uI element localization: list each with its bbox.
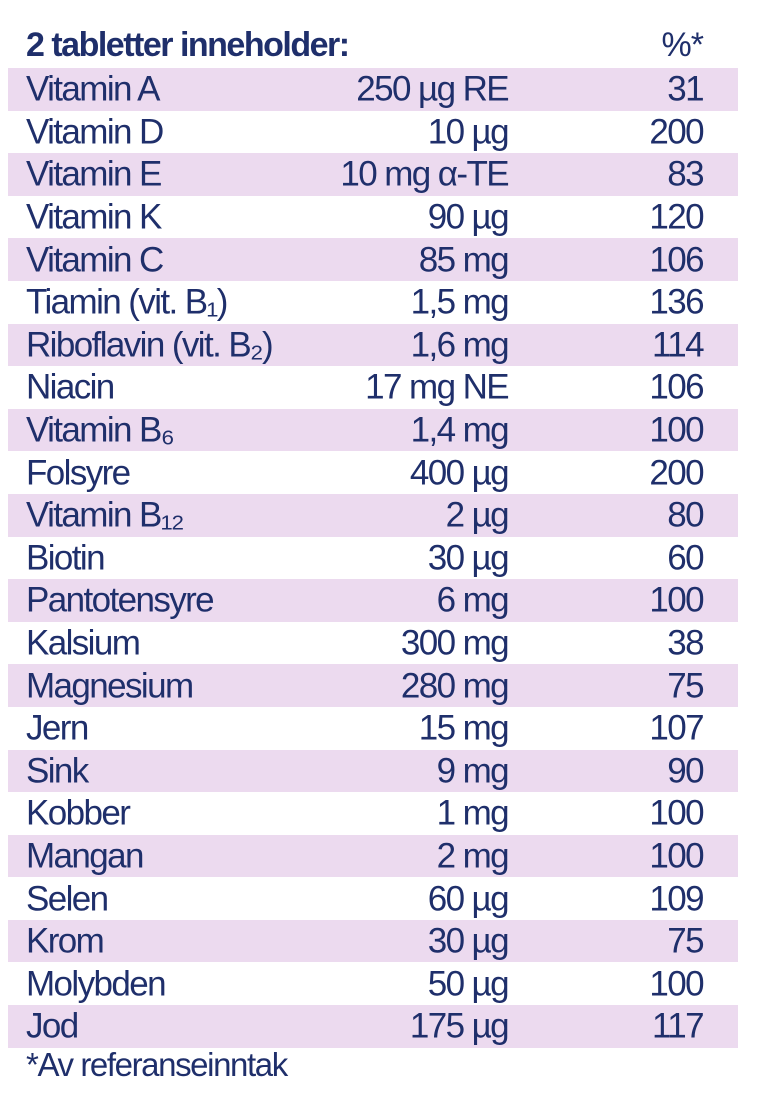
table-row: Vitamin E 10 mg α-TE 83 [8, 153, 738, 196]
nutrient-amount: 1,5 mg [410, 282, 510, 322]
nutrient-name: Magnesium [26, 666, 194, 706]
nutrient-percent: 200 [649, 453, 704, 493]
table-row: Vitamin B₆ 1,4 mg 100 [8, 408, 738, 452]
nutrient-percent: 60 [667, 538, 704, 578]
nutrient-name: Niacin [26, 367, 115, 407]
nutrient-name: Sink [26, 751, 89, 791]
nutrient-name: Mangan [26, 836, 144, 876]
table-row: Vitamin D 10 µg 200 [8, 111, 738, 154]
nutrient-amount: 2 mg [436, 836, 510, 876]
table-row: Selen 60 µg 109 [8, 877, 738, 920]
nutrient-percent: 100 [649, 836, 704, 876]
nutrient-name: Vitamin A [26, 69, 160, 109]
table-row: Tiamin (vit. B₁) 1,5 mg 136 [8, 281, 738, 324]
nutrient-amount: 85 mg [418, 240, 510, 280]
nutrient-amount: 280 mg [400, 666, 510, 706]
nutrient-percent: 100 [649, 410, 704, 450]
nutrient-percent: 106 [649, 240, 704, 280]
nutrient-rows: Vitamin A 250 µg RE 31 Vitamin D 10 µg 200 Vit… [8, 68, 738, 1048]
nutrient-name: Kalsium [26, 623, 141, 663]
nutrient-amount: 400 µg [409, 453, 510, 493]
nutrient-percent: 109 [649, 879, 704, 919]
nutrient-percent: 114 [652, 325, 705, 365]
table-row: Kobber 1 mg 100 [8, 792, 738, 835]
nutrient-name: Vitamin B₆ [26, 410, 175, 450]
nutrient-amount: 60 µg [427, 879, 510, 919]
nutrient-name: Vitamin C [26, 240, 164, 280]
nutrient-percent: 136 [649, 282, 704, 322]
table-title: 2 tabletter inneholder: [26, 26, 350, 64]
nutrient-name: Tiamin (vit. B₁) [26, 282, 228, 322]
nutrient-amount: 90 µg [427, 197, 510, 237]
nutrient-percent: 90 [667, 751, 704, 791]
nutrient-amount: 10 mg α-TE [340, 154, 509, 194]
nutrient-name: Jod [26, 1006, 79, 1046]
table-row: Kalsium 300 mg 38 [8, 622, 738, 665]
nutrient-percent: 200 [649, 112, 704, 152]
nutrient-percent: 107 [649, 708, 704, 748]
table-row: Niacin 17 mg NE 106 [8, 366, 738, 409]
nutrient-name: Biotin [26, 538, 106, 578]
table-row: Biotin 30 µg 60 [8, 537, 738, 580]
nutrient-name: Riboflavin (vit. B₂) [26, 325, 274, 365]
nutrient-percent: 31 [667, 69, 704, 109]
nutrient-amount: 10 µg [427, 112, 510, 152]
nutrient-percent: 83 [667, 154, 704, 194]
table-row: Pantotensyre 6 mg 100 [8, 579, 738, 622]
nutrient-amount: 15 mg [418, 708, 510, 748]
nutrient-name: Vitamin K [26, 197, 162, 237]
table-row: Vitamin C 85 mg 106 [8, 238, 738, 281]
nutrient-amount: 2 µg [445, 495, 510, 535]
table-row: Jod 175 µg 117 [8, 1005, 738, 1048]
nutrient-name: Selen [26, 879, 109, 919]
table-header: 2 tabletter inneholder: %* [8, 24, 738, 68]
nutrient-amount: 300 mg [400, 623, 510, 663]
nutrient-amount: 50 µg [427, 964, 510, 1004]
nutrient-name: Molybden [26, 964, 167, 1004]
nutrient-percent: 120 [649, 197, 704, 237]
nutrient-amount: 30 µg [427, 921, 510, 961]
table-row: Vitamin A 250 µg RE 31 [8, 68, 738, 111]
nutrient-percent: 38 [667, 623, 704, 663]
nutrient-name: Kobber [26, 793, 131, 833]
nutrient-percent: 80 [667, 495, 704, 535]
nutrient-name: Krom [26, 921, 105, 961]
table-row: Jern 15 mg 107 [8, 707, 738, 750]
table-row: Riboflavin (vit. B₂) 1,6 mg 114 [8, 323, 738, 367]
nutrient-percent: 75 [667, 921, 704, 961]
nutrient-name: Folsyre [26, 453, 131, 493]
table-row: Mangan 2 mg 100 [8, 834, 738, 878]
nutrient-percent: 100 [649, 580, 704, 620]
nutrient-amount: 1 mg [436, 793, 510, 833]
table-row: Sink 9 mg 90 [8, 749, 738, 793]
table-row: Molybden 50 µg 100 [8, 962, 738, 1005]
nutrient-amount: 6 mg [436, 580, 510, 620]
nutrient-percent: 75 [667, 666, 704, 706]
nutrient-name: Jern [26, 708, 89, 748]
nutrient-percent: 100 [649, 964, 704, 1004]
nutrient-percent: 100 [649, 793, 704, 833]
nutrient-name: Pantotensyre [26, 580, 215, 620]
footnote: *Av referanseinntak [26, 1046, 288, 1083]
table-row: Vitamin B₁₂ 2 µg 80 [8, 493, 738, 537]
nutrient-amount: 17 mg NE [365, 367, 509, 407]
nutrient-percent: 106 [649, 367, 704, 407]
nutrient-name: Vitamin E [26, 154, 162, 194]
nutrient-name: Vitamin D [26, 112, 164, 152]
table-row: Magnesium 280 mg 75 [8, 664, 738, 707]
table-row: Krom 30 µg 75 [8, 919, 738, 963]
percent-column-header: %* [661, 26, 704, 64]
nutrient-amount: 250 µg RE [356, 69, 509, 109]
nutrient-amount: 30 µg [427, 538, 510, 578]
nutrient-name: Vitamin B₁₂ [26, 495, 185, 535]
nutrient-percent: 117 [652, 1006, 705, 1046]
nutrient-table: 2 tabletter inneholder: %* Vitamin A 250 … [8, 24, 738, 1048]
table-row: Vitamin K 90 µg 120 [8, 196, 738, 239]
nutrient-amount: 1,4 mg [410, 410, 510, 450]
nutrient-amount: 9 mg [436, 751, 510, 791]
table-row: Folsyre 400 µg 200 [8, 451, 738, 494]
nutrient-amount: 175 µg [409, 1006, 510, 1046]
nutrient-amount: 1,6 mg [410, 325, 510, 365]
